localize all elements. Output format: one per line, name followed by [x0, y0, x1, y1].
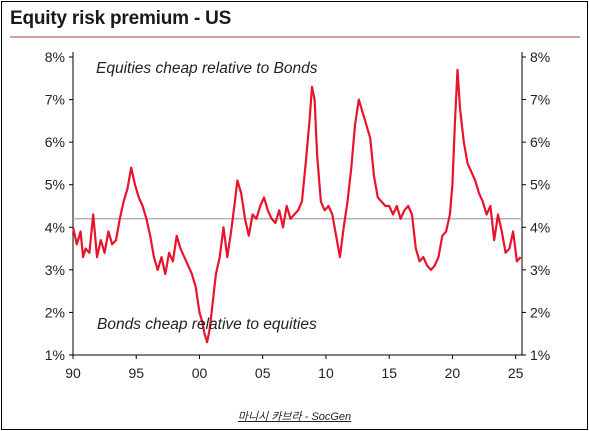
y-tick-label-left: 1% [45, 347, 65, 363]
y-tick-label-right: 1% [530, 347, 550, 363]
tick-labels: 1% 1% 2% 2% 3% 3% 4% 4% 5% 5% 6% 6% 7% 7% 8% 8% 90 95 00 05… [45, 49, 550, 381]
x-tick-label: 20 [445, 365, 461, 381]
y-tick-label-left: 5% [45, 177, 65, 193]
annotations: Equities cheap relative to Bonds Bonds ch… [96, 60, 318, 333]
y-tick-label-right: 7% [530, 92, 550, 108]
x-tick-label: 95 [128, 365, 144, 381]
x-tick-label: 25 [508, 365, 524, 381]
y-tick-label-right: 6% [530, 134, 550, 150]
chart-title: Equity risk premium - US [10, 8, 232, 29]
series-group [71, 68, 522, 344]
source-credit[interactable]: 마니시 카브라 - SocGen [237, 411, 352, 423]
annotation-equities-cheap: Equities cheap relative to Bonds [96, 60, 318, 77]
x-tick-label: 05 [255, 365, 271, 381]
y-tick-label-right: 4% [530, 219, 550, 235]
x-tick-label: 15 [381, 365, 397, 381]
y-tick-label-right: 5% [530, 177, 550, 193]
y-tick-label-right: 8% [530, 49, 550, 65]
title-underline [10, 36, 580, 38]
annotation-bonds-cheap: Bonds cheap relative to equities [97, 316, 317, 333]
y-tick-label-right: 3% [530, 262, 550, 278]
y-tick-label-left: 7% [45, 92, 65, 108]
y-tick-label-left: 8% [45, 49, 65, 65]
y-tick-label-left: 3% [45, 262, 65, 278]
y-tick-label-left: 4% [45, 219, 65, 235]
axes [69, 52, 526, 359]
x-tick-label: 90 [65, 365, 81, 381]
x-tick-label: 00 [192, 365, 208, 381]
x-tick-label: 10 [318, 365, 334, 381]
y-tick-label-left: 6% [45, 134, 65, 150]
y-tick-label-left: 2% [45, 304, 65, 320]
series-line [71, 68, 522, 344]
y-tick-label-right: 2% [530, 304, 550, 320]
